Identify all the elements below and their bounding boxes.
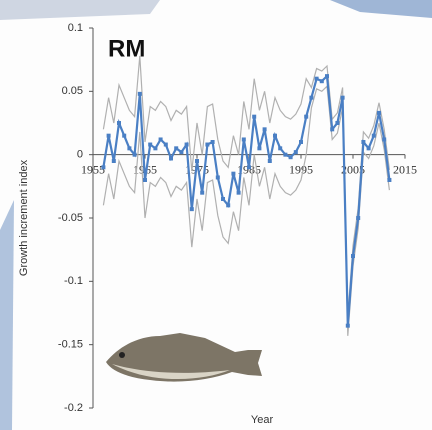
x-tick-label: 1995 bbox=[289, 162, 313, 176]
index-point bbox=[335, 121, 339, 125]
index-point bbox=[263, 127, 267, 131]
index-point bbox=[221, 197, 225, 201]
index-point bbox=[205, 143, 209, 147]
y-tick-label: -0.1 bbox=[64, 275, 83, 287]
index-point bbox=[211, 140, 215, 144]
index-point bbox=[200, 191, 204, 195]
index-point bbox=[320, 79, 324, 83]
y-tick-label: -0.05 bbox=[58, 212, 83, 224]
index-point bbox=[148, 143, 152, 147]
index-point bbox=[273, 134, 277, 138]
index-point bbox=[382, 137, 386, 141]
index-point bbox=[252, 115, 256, 119]
backdrop-edge bbox=[0, 200, 14, 430]
index-point bbox=[325, 74, 329, 78]
index-point bbox=[127, 146, 131, 150]
x-tick-label: 2015 bbox=[393, 162, 417, 176]
y-tick-label: 0 bbox=[77, 149, 83, 161]
index-point bbox=[387, 178, 391, 182]
index-point bbox=[346, 324, 350, 328]
index-point bbox=[237, 191, 241, 195]
index-point bbox=[231, 172, 235, 176]
index-point bbox=[101, 165, 105, 169]
index-point bbox=[226, 203, 230, 207]
index-point bbox=[190, 207, 194, 211]
y-axis-label: Growth increment index bbox=[18, 159, 30, 276]
index-point bbox=[247, 165, 251, 169]
index-point bbox=[278, 146, 282, 150]
y-tick-label: -0.2 bbox=[64, 402, 83, 414]
index-point bbox=[112, 159, 116, 163]
index-point bbox=[372, 134, 376, 138]
index-point bbox=[309, 96, 313, 100]
index-point bbox=[179, 150, 183, 154]
index-point bbox=[169, 156, 173, 160]
index-point bbox=[356, 216, 360, 220]
index-point bbox=[133, 153, 137, 157]
chart: RM Year Growth increment index 0.10.050-… bbox=[0, 0, 432, 430]
index-point bbox=[174, 146, 178, 150]
index-point bbox=[117, 121, 121, 125]
x-axis-label: Year bbox=[251, 414, 274, 426]
index-point bbox=[283, 153, 287, 157]
index-point bbox=[351, 254, 355, 258]
x-tick-label: 1955 bbox=[81, 162, 105, 176]
index-point bbox=[122, 134, 126, 138]
index-point bbox=[304, 115, 308, 119]
index-point bbox=[361, 140, 365, 144]
index-point bbox=[315, 77, 319, 81]
index-point bbox=[216, 175, 220, 179]
index-point bbox=[341, 96, 345, 100]
index-point bbox=[294, 150, 298, 154]
index-point bbox=[107, 134, 111, 138]
index-point bbox=[330, 127, 334, 131]
index-point bbox=[138, 92, 142, 96]
index-point bbox=[268, 159, 272, 163]
y-tick-label: 0.05 bbox=[62, 85, 83, 97]
index-point bbox=[299, 140, 303, 144]
index-point bbox=[153, 146, 157, 150]
index-point bbox=[195, 159, 199, 163]
fish-eye bbox=[119, 352, 125, 358]
index-point bbox=[164, 143, 168, 147]
index-point bbox=[257, 146, 261, 150]
index-point bbox=[242, 137, 246, 141]
index-point bbox=[185, 143, 189, 147]
index-point bbox=[377, 111, 381, 115]
index-point bbox=[143, 178, 147, 182]
index-point bbox=[289, 155, 293, 159]
index-point bbox=[159, 137, 163, 141]
y-tick-label: -0.15 bbox=[58, 339, 83, 351]
index-point bbox=[367, 146, 371, 150]
y-tick-label: 0.1 bbox=[68, 22, 83, 34]
page: RM Year Growth increment index 0.10.050-… bbox=[0, 0, 432, 430]
